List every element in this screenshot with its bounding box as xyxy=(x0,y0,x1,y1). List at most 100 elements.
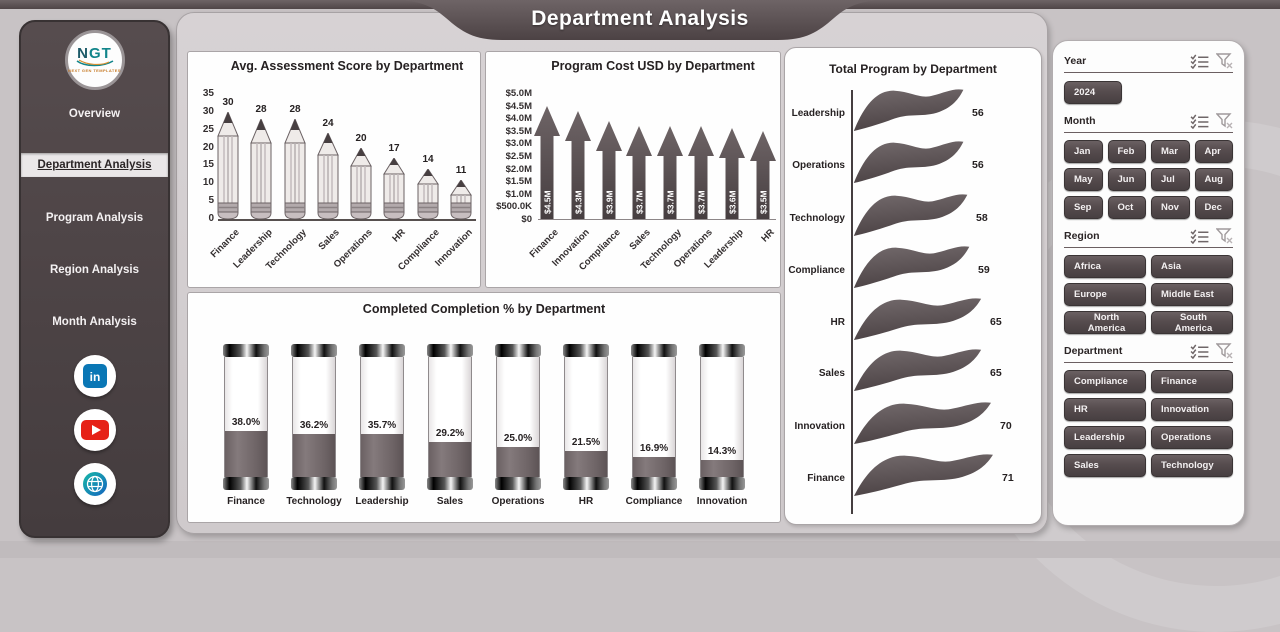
clear-filter-icon[interactable] xyxy=(1216,343,1233,359)
sidebar-item-label: Department Analysis xyxy=(37,159,152,171)
wave-bar[interactable] xyxy=(853,344,983,392)
filter-option-apr[interactable]: Apr xyxy=(1194,140,1233,163)
chart-title: Total Program by Department xyxy=(829,62,997,76)
y-axis-tick: $4.5M xyxy=(505,100,532,112)
thermometer-bar[interactable]: 35.7% xyxy=(359,344,405,490)
arrow-bar[interactable]: $3.7M xyxy=(626,126,652,219)
thermometer-bar[interactable]: 29.2% xyxy=(427,344,473,490)
wave-bar[interactable] xyxy=(853,449,995,497)
arrow-bar[interactable]: $3.5M xyxy=(750,131,776,219)
multiselect-icon[interactable] xyxy=(1190,343,1209,359)
filter-section-department: Department Compliance Finance HR Innovation L… xyxy=(1064,343,1233,477)
filter-option-middle-east[interactable]: Middle East xyxy=(1151,283,1233,306)
thermometer-bar[interactable]: 38.0% xyxy=(223,344,269,490)
filter-label: Region xyxy=(1064,230,1100,242)
sidebar-item-program-analysis[interactable]: Program Analysis xyxy=(21,205,168,231)
y-axis-tick: $2.5M xyxy=(505,151,532,162)
filter-option-operations[interactable]: Operations xyxy=(1151,426,1233,449)
filter-option-innovation[interactable]: Innovation xyxy=(1151,398,1233,421)
filter-option-feb[interactable]: Feb xyxy=(1107,140,1146,163)
filter-option-leadership[interactable]: Leadership xyxy=(1064,426,1146,449)
x-axis-label: Operations xyxy=(491,496,545,507)
filter-option-jul[interactable]: Jul xyxy=(1151,168,1190,191)
pencil-bar[interactable] xyxy=(250,119,272,219)
thermometer-bar[interactable]: 16.9% xyxy=(631,344,677,490)
x-axis-label: Compliance xyxy=(625,496,683,507)
chart-total-program: Total Program by Department Leadership 56… xyxy=(784,47,1042,525)
y-axis-tick: $0 xyxy=(521,214,532,225)
linkedin-icon: in xyxy=(82,364,107,388)
x-axis-label: HR xyxy=(578,496,594,507)
clear-filter-icon[interactable] xyxy=(1216,53,1233,69)
filter-option-nov[interactable]: Nov xyxy=(1151,196,1190,219)
y-axis-tick: $5.0M xyxy=(505,88,532,99)
pencil-bar[interactable] xyxy=(350,148,372,219)
arrow-bar[interactable]: $4.3M xyxy=(565,111,591,219)
sidebar-item-department-analysis[interactable]: Department Analysis xyxy=(21,153,168,177)
wave-bar[interactable] xyxy=(853,241,971,289)
filter-option-sep[interactable]: Sep xyxy=(1064,196,1103,219)
social-link-youtube[interactable] xyxy=(73,409,116,451)
category-label: Sales xyxy=(818,368,845,379)
filter-option-dec[interactable]: Dec xyxy=(1194,196,1233,219)
pencil-bar[interactable] xyxy=(383,158,405,219)
arrow-bar[interactable]: $3.9M xyxy=(596,121,622,219)
filter-option-sales[interactable]: Sales xyxy=(1064,454,1146,477)
filter-option-jan[interactable]: Jan xyxy=(1064,140,1103,163)
bar-value-label: $3.5M xyxy=(759,190,769,214)
filter-option-south-america[interactable]: South America xyxy=(1151,311,1233,334)
x-axis-label: Finance xyxy=(227,496,265,507)
filter-option-technology[interactable]: Technology xyxy=(1151,454,1233,477)
filter-header-year: Year xyxy=(1064,53,1233,73)
bar-value-label: 11 xyxy=(455,165,467,176)
filter-option-asia[interactable]: Asia xyxy=(1151,255,1233,278)
social-link-website[interactable] xyxy=(73,463,116,505)
pencil-bar[interactable] xyxy=(417,169,439,219)
multiselect-icon[interactable] xyxy=(1190,228,1209,244)
globe-icon xyxy=(82,472,107,496)
thermometer-bar[interactable]: 21.5% xyxy=(563,344,609,490)
wave-bar[interactable] xyxy=(853,189,969,237)
arrow-bar[interactable]: $4.5M xyxy=(534,106,560,219)
thermometer-bar[interactable]: 14.3% xyxy=(699,344,745,490)
wave-bar[interactable] xyxy=(853,397,993,445)
clear-filter-icon[interactable] xyxy=(1216,228,1233,244)
multiselect-icon[interactable] xyxy=(1190,53,1209,69)
pencil-bar[interactable] xyxy=(317,133,339,219)
filter-option-jun[interactable]: Jun xyxy=(1107,168,1146,191)
filter-option-may[interactable]: May xyxy=(1064,168,1103,191)
bar-value-label: 28 xyxy=(289,104,301,115)
filter-option-2024[interactable]: 2024 xyxy=(1064,81,1122,104)
wave-bar[interactable] xyxy=(853,84,965,132)
wave-bar[interactable] xyxy=(853,293,983,341)
bar-value-label: $3.7M xyxy=(697,190,707,214)
y-axis-tick: 10 xyxy=(202,177,214,189)
filter-option-europe[interactable]: Europe xyxy=(1064,283,1146,306)
filter-option-mar[interactable]: Mar xyxy=(1151,140,1190,163)
social-link-linkedin[interactable]: in xyxy=(73,355,116,397)
filter-option-north-america[interactable]: North America xyxy=(1064,311,1146,334)
thermometer-bar[interactable]: 36.2% xyxy=(291,344,337,490)
pencil-bar[interactable] xyxy=(217,112,239,219)
pencil-bar[interactable] xyxy=(284,119,306,219)
multiselect-icon[interactable] xyxy=(1190,113,1209,129)
filter-option-oct[interactable]: Oct xyxy=(1107,196,1146,219)
pencil-bar[interactable] xyxy=(450,180,472,219)
filter-option-africa[interactable]: Africa xyxy=(1064,255,1146,278)
sidebar-item-month-analysis[interactable]: Month Analysis xyxy=(21,309,168,335)
sidebar-item-region-analysis[interactable]: Region Analysis xyxy=(21,257,168,283)
arrow-bar[interactable]: $3.6M xyxy=(719,128,745,219)
filter-option-finance[interactable]: Finance xyxy=(1151,370,1233,393)
thermometer-bar[interactable]: 25.0% xyxy=(495,344,541,490)
filter-option-compliance[interactable]: Compliance xyxy=(1064,370,1146,393)
y-axis-tick: $3.5M xyxy=(505,125,532,137)
arrow-bar[interactable]: $3.7M xyxy=(688,126,714,219)
filter-option-hr[interactable]: HR xyxy=(1064,398,1146,421)
wave-bar[interactable] xyxy=(853,136,965,184)
sidebar-item-overview[interactable]: Overview xyxy=(21,101,168,127)
filter-option-aug[interactable]: Aug xyxy=(1194,168,1233,191)
bar-value-label: 56 xyxy=(972,107,984,119)
tube-body: 21.5% xyxy=(564,357,608,477)
clear-filter-icon[interactable] xyxy=(1216,113,1233,129)
arrow-bar[interactable]: $3.7M xyxy=(657,126,683,219)
